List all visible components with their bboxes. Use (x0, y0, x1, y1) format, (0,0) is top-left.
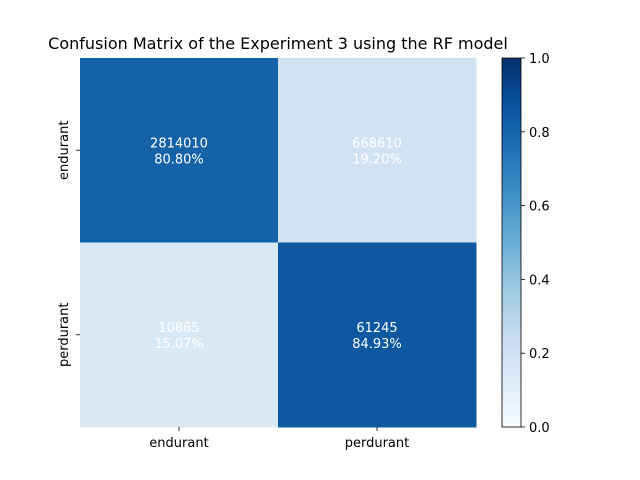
heatmap-cell (278, 58, 477, 243)
colorbar: 0.0 0.2 0.4 0.6 0.8 1.0 (501, 52, 550, 436)
x-tick-label: endurant (149, 436, 208, 451)
y-axis: endurant perdurant (57, 121, 80, 367)
cell-percent-label: 19.20% (352, 152, 402, 167)
colorbar-ticks: 0.0 0.2 0.4 0.6 0.8 1.0 (521, 52, 550, 436)
x-tick-label: perdurant (345, 436, 410, 451)
colorbar-tick-label: 0.6 (529, 200, 550, 215)
y-tick-label: perdurant (57, 302, 72, 367)
colorbar-tick-label: 0.0 (529, 421, 550, 436)
cell-count-label: 668610 (352, 136, 402, 151)
chart-title: Confusion Matrix of the Experiment 3 usi… (48, 34, 508, 53)
colorbar-tick-label: 0.4 (529, 273, 550, 288)
colorbar-gradient (502, 58, 521, 427)
cell-percent-label: 15.07% (154, 337, 204, 352)
colorbar-frame (501, 57, 522, 428)
cell-count-label: 61245 (356, 321, 397, 336)
x-axis: endurant perdurant (149, 427, 409, 451)
heatmap-cell (80, 58, 279, 243)
colorbar-tick-label: 1.0 (529, 52, 550, 67)
heatmap-cell (278, 242, 477, 428)
colorbar-tick-label: 0.8 (529, 126, 550, 141)
y-tick-label: endurant (57, 121, 72, 180)
cell-percent-label: 84.93% (352, 337, 402, 352)
cell-percent-label: 80.80% (154, 152, 204, 167)
colorbar-tick-label: 0.2 (529, 347, 550, 362)
heatmap-cell (80, 242, 279, 428)
cell-count-label: 10865 (158, 321, 199, 336)
cell-count-label: 2814010 (150, 136, 208, 151)
